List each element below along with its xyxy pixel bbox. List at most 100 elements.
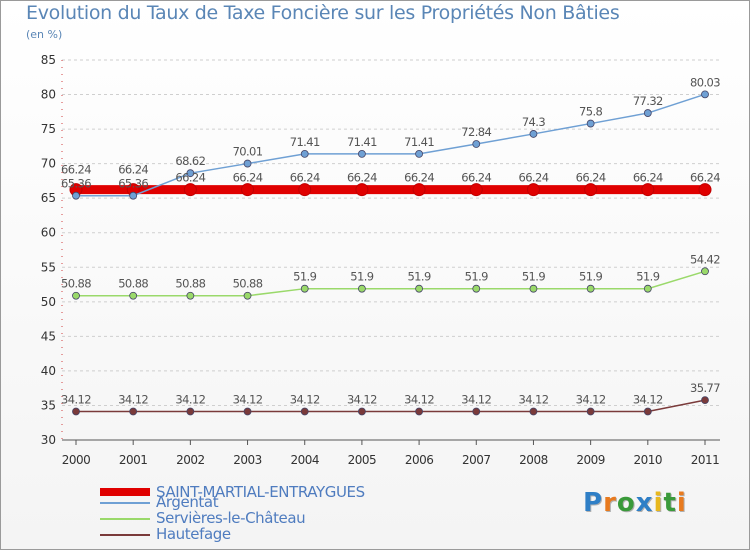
data-point: [129, 407, 138, 416]
data-point: [243, 291, 252, 300]
data-point: [415, 149, 423, 158]
data-point: [186, 407, 195, 416]
data-point: [529, 407, 538, 416]
data-label: 66.24: [404, 171, 434, 185]
data-point: [298, 183, 312, 197]
x-tick-label: 2009: [576, 453, 605, 467]
y-tick-label: 75: [41, 122, 56, 136]
data-point: [358, 149, 366, 158]
logo-letter: P: [583, 488, 604, 518]
logo-letter: i: [653, 488, 664, 518]
data-label: 34.12: [61, 393, 91, 407]
x-tick-label: 2000: [62, 453, 91, 467]
data-point: [300, 407, 309, 416]
data-point: [586, 284, 595, 293]
data-label: 66.24: [690, 171, 720, 185]
data-label: 54.42: [690, 252, 720, 266]
data-label: 70.01: [233, 145, 263, 159]
series-line: [76, 399, 706, 413]
data-label: 51.9: [522, 270, 545, 284]
legend-label: Hautefage: [156, 525, 231, 543]
data-label: 66.24: [118, 163, 148, 177]
y-tick-label: 60: [41, 226, 56, 240]
data-label: 71.41: [290, 135, 320, 149]
data-label: 51.9: [579, 270, 602, 284]
data-label: 65.36: [61, 177, 91, 191]
data-point: [641, 183, 655, 197]
x-tick-label: 2006: [405, 453, 434, 467]
data-point: [529, 284, 538, 293]
y-tick-label: 65: [41, 191, 56, 205]
x-tick-label: 2010: [634, 453, 663, 467]
logo-letter: r: [603, 488, 617, 518]
data-point: [586, 119, 595, 128]
data-label: 72.84: [461, 125, 491, 139]
data-label: 66.24: [290, 171, 320, 185]
data-point: [186, 169, 195, 178]
logo-letter: o: [616, 488, 636, 518]
logo-letter: x: [635, 488, 654, 518]
data-point: [529, 130, 538, 138]
x-tick-label: 2002: [176, 453, 205, 467]
x-tick-label: 2011: [691, 453, 720, 467]
data-point: [241, 183, 255, 197]
data-point: [701, 90, 709, 99]
data-label: 66.24: [347, 171, 377, 185]
data-point: [701, 267, 709, 276]
data-label: 80.03: [690, 75, 720, 89]
data-point: [300, 149, 309, 158]
data-label: 51.9: [350, 270, 373, 284]
data-point: [358, 284, 366, 293]
data-label: 66.24: [61, 163, 91, 177]
y-tick-label: 35: [41, 398, 56, 412]
y-tick-label: 85: [41, 53, 56, 67]
data-label: 34.12: [404, 393, 434, 407]
y-tick-label: 30: [41, 433, 56, 447]
y-tick-label: 55: [41, 260, 56, 274]
data-point: [186, 291, 195, 300]
data-label: 66.24: [461, 171, 491, 185]
data-label: 50.88: [61, 277, 91, 291]
legend-label: Argentat: [156, 493, 219, 511]
data-point: [412, 183, 426, 197]
data-point: [355, 183, 369, 197]
data-point: [643, 109, 652, 117]
series-line: [76, 93, 706, 197]
data-label: 35.77: [690, 381, 720, 395]
data-label: 34.12: [347, 393, 377, 407]
data-label: 34.12: [175, 393, 205, 407]
legend-label: Servières-le-Château: [156, 509, 306, 527]
chart-title: Evolution du Taux de Taxe Foncière sur l…: [26, 2, 620, 24]
x-tick-label: 2004: [290, 453, 319, 467]
y-tick-label: 80: [41, 88, 56, 102]
data-point: [183, 183, 197, 197]
data-label: 66.24: [175, 171, 205, 185]
series-line: [76, 270, 706, 297]
data-label: 34.12: [518, 393, 548, 407]
data-label: 74.3: [522, 115, 545, 129]
legend-swatch: [100, 488, 150, 496]
data-label: 71.41: [347, 135, 377, 149]
data-point: [72, 191, 80, 200]
data-label: 50.88: [175, 277, 205, 291]
y-tick-label: 70: [41, 157, 56, 171]
logo-letter: i: [676, 488, 687, 518]
data-point: [415, 284, 423, 293]
data-label: 77.32: [633, 94, 663, 108]
data-label: 66.24: [576, 171, 606, 185]
data-label: 34.12: [461, 393, 491, 407]
x-tick-label: 2007: [462, 453, 491, 467]
data-point: [472, 407, 481, 416]
data-label: 50.88: [118, 277, 148, 291]
data-point: [701, 396, 709, 405]
y-tick-label: 50: [41, 295, 56, 309]
data-label: 34.12: [290, 393, 320, 407]
data-point: [415, 407, 423, 416]
data-point: [643, 284, 652, 293]
legend-label: SAINT-MARTIAL-ENTRAYGUES: [156, 483, 365, 501]
data-label: 34.12: [118, 393, 148, 407]
data-label: 51.9: [465, 270, 488, 284]
data-label: 51.9: [407, 270, 430, 284]
